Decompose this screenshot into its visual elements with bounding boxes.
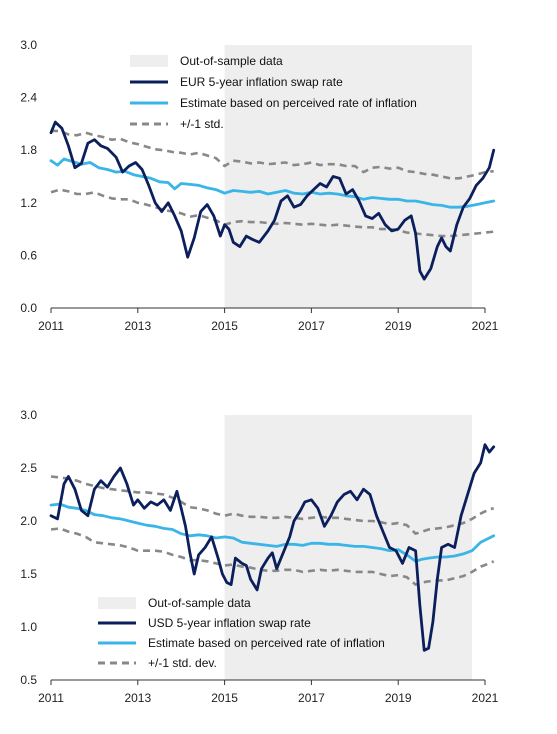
y-tick-label: 1.2 [20, 196, 37, 210]
legend-swatch [98, 597, 136, 609]
legend-label: Estimate based on perceived rate of infl… [180, 96, 417, 110]
x-tick-label: 2017 [298, 691, 325, 705]
legend-label: Estimate based on perceived rate of infl… [148, 636, 385, 650]
legend-swatch [130, 55, 168, 67]
legend-label: USD 5-year inflation swap rate [148, 616, 311, 630]
y-tick-label: 2.0 [20, 514, 37, 528]
legend-label: +/-1 std. [180, 117, 224, 131]
y-tick-label: 3.0 [20, 408, 37, 422]
series-line-2 [50, 475, 494, 535]
x-tick-label: 2011 [38, 691, 64, 705]
y-tick-label: 3.0 [20, 38, 37, 52]
x-tick-label: 2019 [385, 319, 412, 333]
y-tick-label: 2.5 [20, 461, 37, 475]
x-tick-label: 2015 [211, 319, 238, 333]
legend-label: Out-of-sample data [148, 596, 251, 610]
series-line-0 [49, 443, 496, 652]
x-tick-label: 2015 [211, 691, 238, 705]
legend-label: +/-1 std. dev. [148, 656, 217, 670]
series-line-2 [51, 129, 494, 180]
x-tick-label: 2019 [385, 691, 412, 705]
x-tick-label: 2017 [298, 319, 325, 333]
y-tick-label: 1.0 [20, 620, 37, 634]
y-tick-label: 0.5 [20, 673, 37, 687]
y-tick-label: 0.0 [20, 301, 37, 315]
x-tick-label: 2021 [472, 691, 499, 705]
series-line-0 [49, 120, 496, 281]
x-tick-label: 2011 [38, 319, 64, 333]
series-line-3 [50, 527, 495, 586]
y-tick-label: 1.5 [20, 567, 37, 581]
y-tick-label: 2.4 [20, 91, 37, 105]
legend-label: Out-of-sample data [180, 54, 283, 68]
y-tick-label: 1.8 [20, 143, 37, 157]
legend-label: EUR 5-year inflation swap rate [180, 75, 343, 89]
x-tick-label: 2013 [124, 319, 151, 333]
x-tick-label: 2013 [124, 691, 151, 705]
series-line-1 [49, 502, 496, 563]
x-tick-label: 2021 [472, 319, 499, 333]
y-tick-label: 0.6 [20, 248, 37, 262]
